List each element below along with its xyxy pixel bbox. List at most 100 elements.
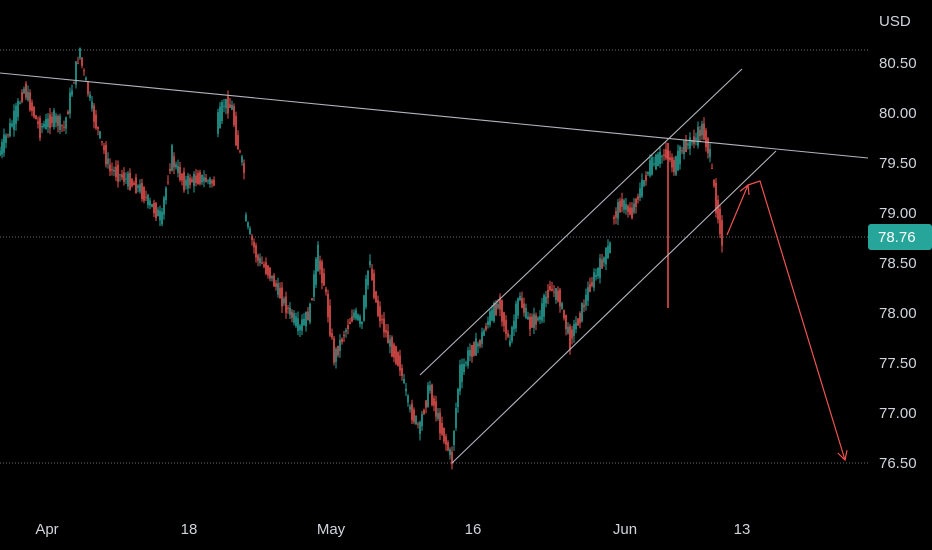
candle-body xyxy=(493,302,495,322)
candle-body xyxy=(451,451,453,465)
candle-body xyxy=(605,247,607,265)
candle-body xyxy=(267,265,269,276)
candle-body xyxy=(225,98,227,109)
candle-body xyxy=(111,169,113,171)
candle-body xyxy=(499,296,501,310)
candle-body xyxy=(259,257,261,264)
candle-body xyxy=(305,311,307,327)
candle-body xyxy=(627,205,629,213)
candle-body xyxy=(607,245,609,259)
candle-body xyxy=(449,449,451,456)
candle-body xyxy=(677,150,679,171)
candle-body xyxy=(197,173,199,185)
candle-body xyxy=(71,90,73,96)
candle-body xyxy=(29,92,31,111)
y-tick-label: 77.00 xyxy=(879,405,917,422)
candle-body xyxy=(0,150,1,156)
candle-body xyxy=(355,310,357,319)
candle-body xyxy=(641,179,643,197)
x-tick-label: May xyxy=(317,521,346,538)
x-tick-label: Apr xyxy=(35,521,58,538)
candle-body xyxy=(135,177,137,194)
candle-body xyxy=(89,94,91,99)
y-tick-label: 78.00 xyxy=(879,305,917,322)
candle-body xyxy=(47,118,49,128)
candle-body xyxy=(465,362,467,364)
candle-body xyxy=(649,160,651,176)
candle-body xyxy=(561,303,563,309)
candle-body xyxy=(371,268,373,280)
candle-body xyxy=(575,322,577,330)
candle-body xyxy=(85,77,87,81)
candle-body xyxy=(217,112,219,134)
candle-body xyxy=(289,307,291,315)
candle-body xyxy=(375,291,377,303)
channel-upper-line xyxy=(419,68,743,376)
candle-body xyxy=(399,355,401,371)
candle-body xyxy=(129,172,131,190)
candle-body xyxy=(351,316,353,322)
candle-body xyxy=(683,140,685,154)
candle-body xyxy=(429,385,431,391)
candle-body xyxy=(585,294,587,306)
candle-body xyxy=(161,211,163,225)
channel-lower-line xyxy=(451,150,777,464)
currency-label: USD xyxy=(879,13,911,30)
candle-body xyxy=(601,259,603,269)
candle-body xyxy=(199,172,201,184)
candle-body xyxy=(97,126,99,130)
candle-body xyxy=(525,307,527,319)
candle-body xyxy=(343,334,345,337)
candle-body xyxy=(455,408,457,428)
candle-body xyxy=(131,179,133,187)
candle-body xyxy=(555,288,557,300)
candle-body xyxy=(155,202,157,219)
candle-body xyxy=(543,295,545,317)
candle-body xyxy=(675,156,677,175)
candle-body xyxy=(437,413,439,419)
candle-body xyxy=(659,151,661,165)
candle-body xyxy=(329,305,331,336)
drawings[interactable] xyxy=(0,68,869,464)
candle-body xyxy=(25,83,27,98)
candle-body xyxy=(709,148,711,158)
candle-body xyxy=(313,274,315,297)
candle-body xyxy=(181,173,183,181)
candle-body xyxy=(453,431,455,445)
projection-arrowhead-up xyxy=(739,183,750,196)
candles xyxy=(0,47,723,470)
candle-body xyxy=(83,70,85,72)
time-axis[interactable]: Apr 18 May 16 Jun 13 xyxy=(35,521,750,538)
candle-body xyxy=(79,47,81,59)
candle-body xyxy=(503,312,505,326)
candle-body xyxy=(269,267,271,279)
candle-body xyxy=(239,150,241,152)
candle-body xyxy=(65,117,67,129)
candle-body xyxy=(185,179,187,186)
candle-body xyxy=(381,319,383,321)
candle-body xyxy=(597,267,599,277)
price-axis[interactable]: USD 80.50 80.00 79.50 79.00 78.50 78.00 77.50 7… xyxy=(879,13,917,472)
current-price-label: 78.76 xyxy=(868,224,932,250)
candle-body xyxy=(551,288,553,292)
candle-body xyxy=(475,338,477,356)
y-tick-label: 80.00 xyxy=(879,105,917,122)
candle-body xyxy=(717,199,719,220)
candle-body xyxy=(159,210,161,221)
candle-body xyxy=(367,270,369,286)
candle-body xyxy=(477,343,479,347)
candle-body xyxy=(311,298,313,301)
candle-body xyxy=(473,342,475,356)
candle-body xyxy=(231,104,233,110)
candle-body xyxy=(213,179,215,186)
candle-body xyxy=(31,102,33,111)
candle-body xyxy=(99,131,101,139)
candle-body xyxy=(173,156,175,168)
candle-body xyxy=(385,330,387,333)
candle-body xyxy=(673,160,675,173)
candle-body xyxy=(721,220,723,246)
candle-body xyxy=(49,114,51,129)
candle-body xyxy=(387,330,389,344)
